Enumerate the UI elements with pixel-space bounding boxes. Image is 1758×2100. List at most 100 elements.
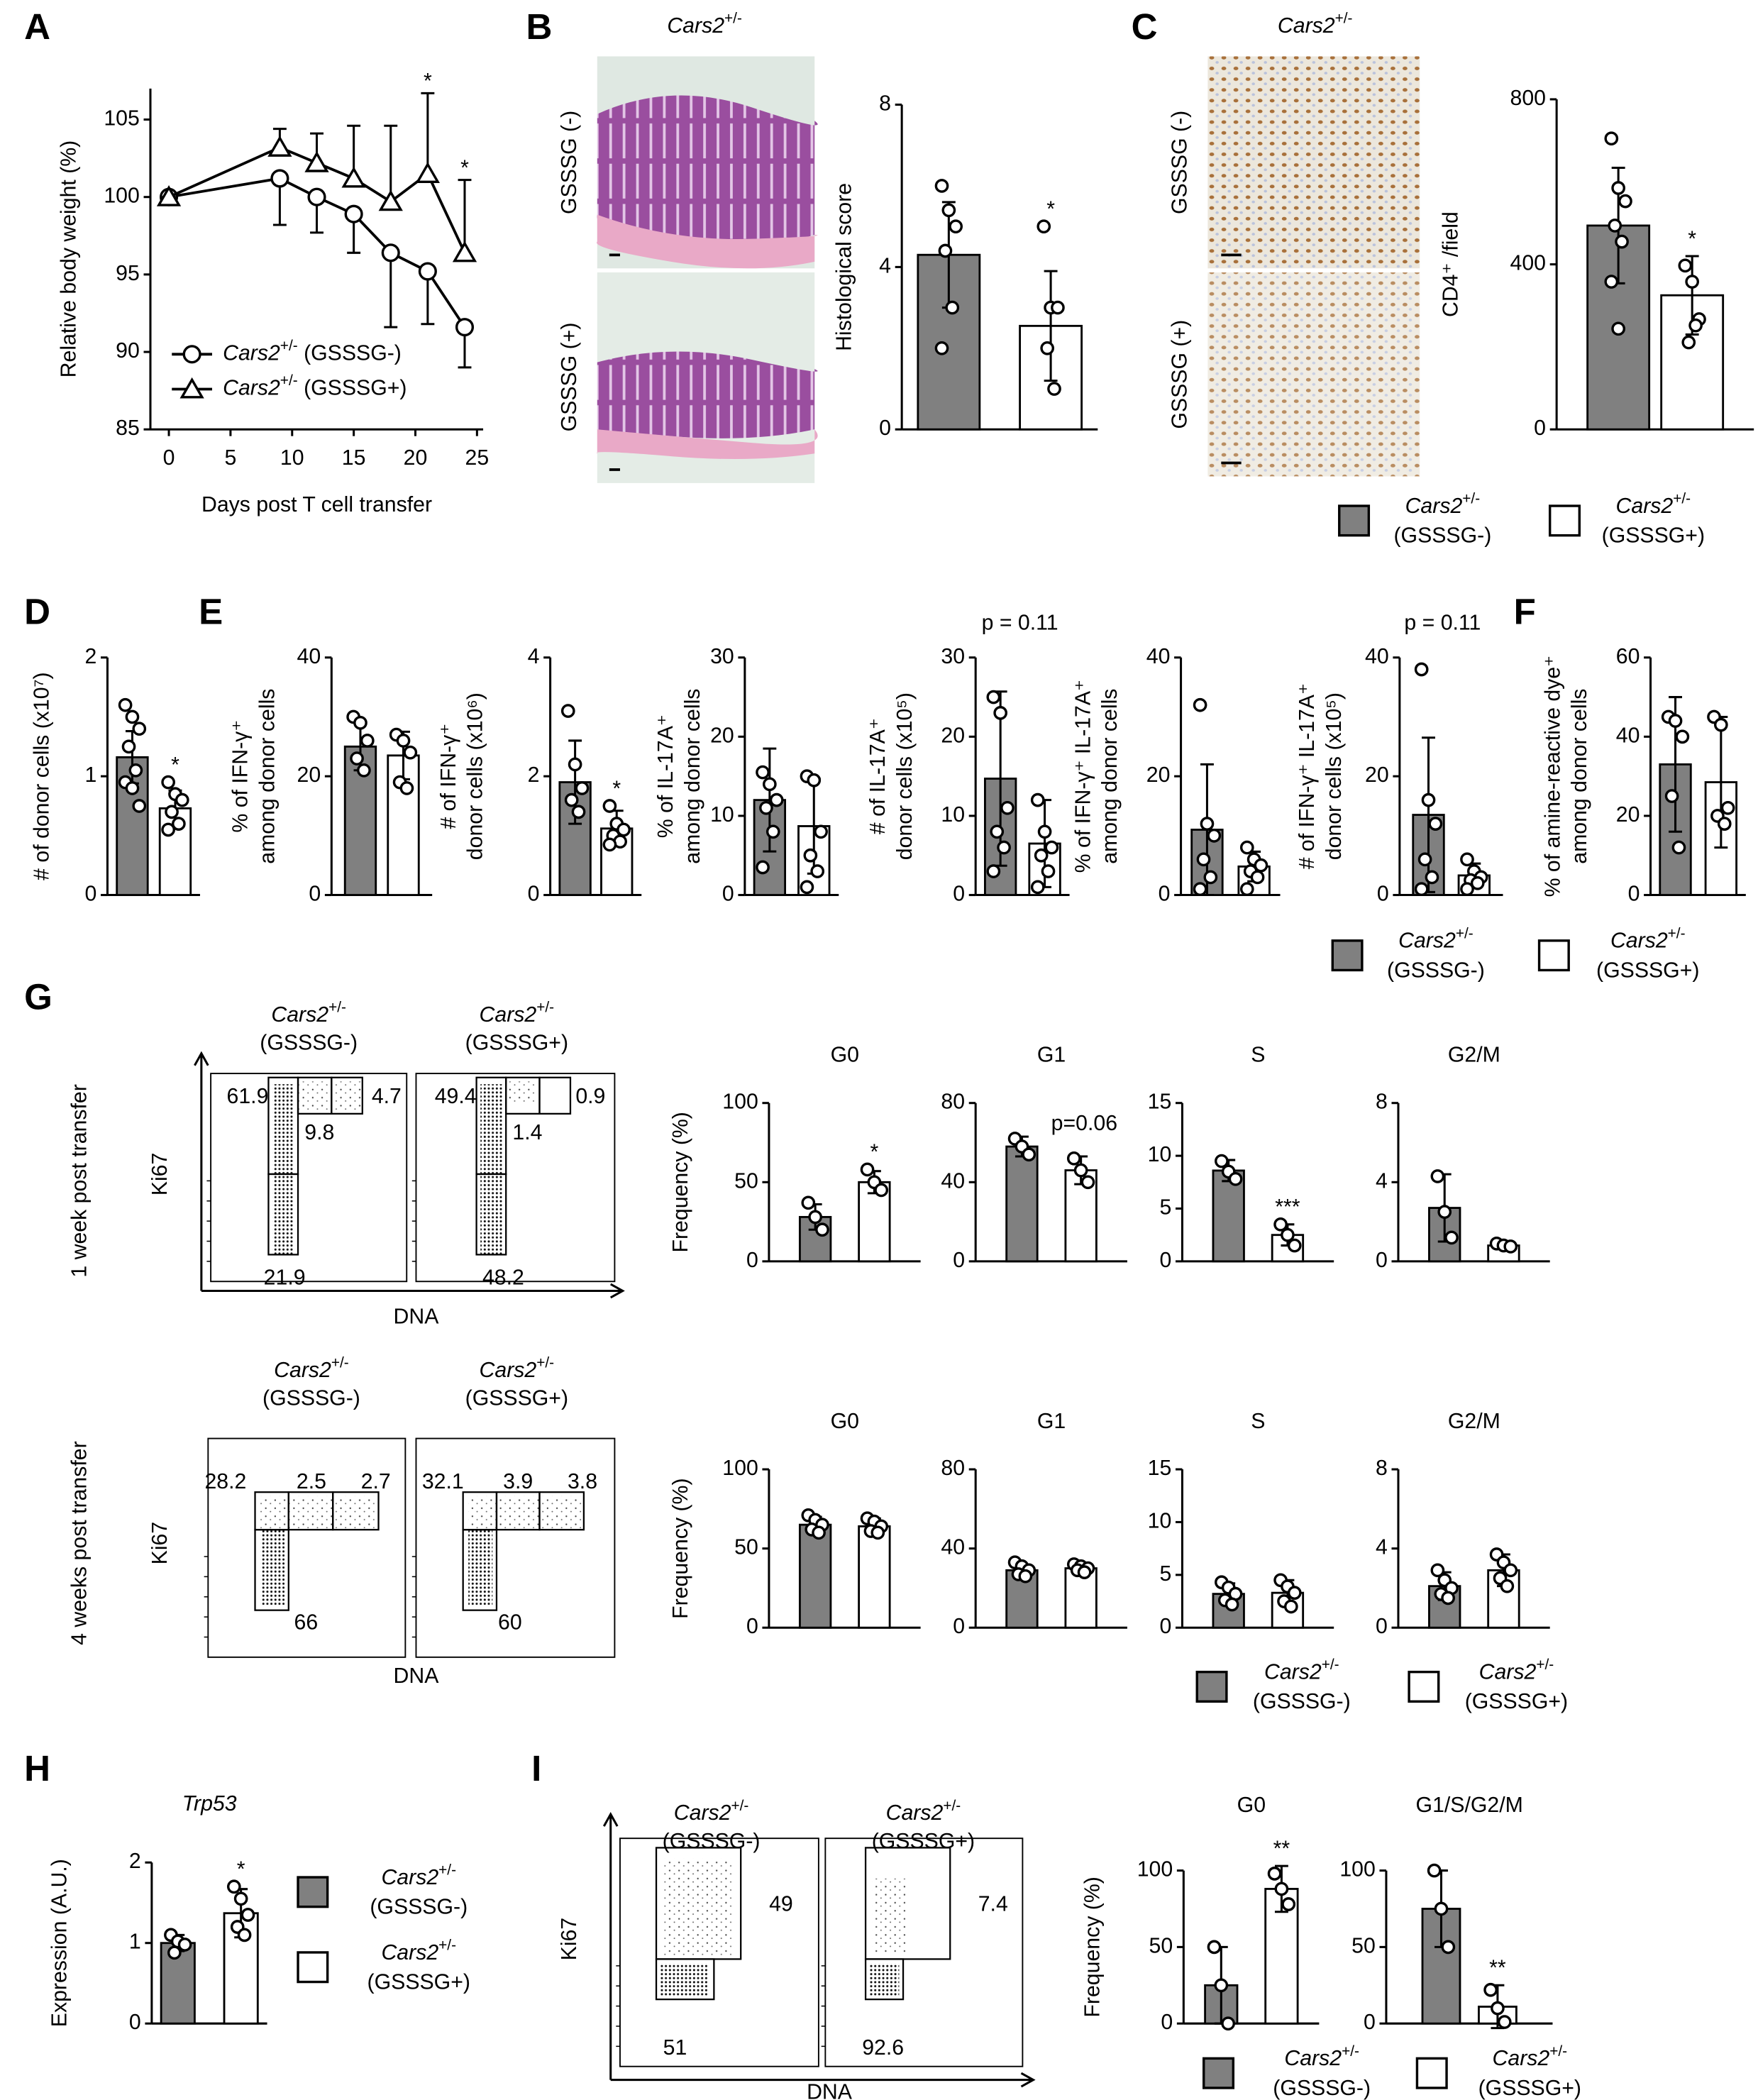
legend-label: (GSSSG+)	[1478, 2077, 1581, 2100]
gate	[538, 1491, 585, 1531]
data-point	[1421, 792, 1436, 807]
chart-title: S	[1251, 1044, 1265, 1067]
data-point	[1720, 800, 1735, 815]
data-point	[1193, 882, 1207, 897]
gate-label: 1.4	[512, 1121, 542, 1144]
data-point	[1500, 1579, 1515, 1593]
data-point	[1444, 1230, 1459, 1245]
image-row-label: GSSSG (-)	[1168, 111, 1192, 214]
data-point	[1034, 848, 1049, 863]
data-point	[161, 775, 175, 790]
significance: *	[1688, 227, 1696, 250]
legend-label: Cars2+/-	[1479, 1657, 1554, 1684]
y-tick-label: 10	[1148, 1509, 1172, 1532]
significance: **	[1273, 1837, 1290, 1860]
data-point	[1239, 840, 1254, 855]
data-point	[177, 1938, 192, 1952]
y-tick-label: 20	[710, 724, 734, 747]
data-point	[1414, 662, 1429, 677]
data-point	[172, 817, 186, 831]
data-point	[1215, 1154, 1229, 1168]
y-tick-label: 40	[941, 1169, 965, 1193]
y-tick-label: 50	[734, 1536, 758, 1559]
plot-title: Cars2+/-	[274, 1354, 349, 1382]
y-tick-label: 0	[1161, 2011, 1173, 2034]
legend-swatch	[1548, 504, 1581, 537]
data-point	[1203, 870, 1218, 885]
event-cloud	[298, 1081, 363, 1112]
plot-title: Cars2+/-	[480, 1354, 555, 1382]
data-point	[1671, 840, 1686, 855]
y-tick-label: 30	[710, 645, 734, 668]
y-tick-label: 50	[1149, 1934, 1173, 1957]
data-point	[1604, 275, 1619, 289]
chart-title: G2/M	[1448, 1410, 1500, 1433]
y-tick-label: 105	[104, 107, 139, 131]
y-tick-label: 5	[1159, 1562, 1171, 1586]
gate-label: 9.8	[304, 1121, 334, 1144]
data-point	[617, 822, 631, 837]
data-point	[1491, 2001, 1505, 2016]
y-tick-label: 100	[1339, 1858, 1375, 1881]
data-point	[1604, 131, 1619, 146]
significance: *	[460, 157, 469, 180]
data-point	[1287, 1586, 1302, 1600]
y-tick-label: 10	[1148, 1143, 1172, 1166]
note: p = 0.11	[1404, 611, 1481, 634]
y-tick-label: 2	[129, 1850, 141, 1873]
event-cloud	[260, 1530, 285, 1606]
y-tick-label: 15	[1148, 1457, 1172, 1480]
gate-label: 32.1	[422, 1470, 464, 1493]
gate	[267, 1076, 299, 1176]
data-point	[1221, 2016, 1235, 2031]
y-tick-label: 20	[1365, 763, 1389, 787]
data-point	[1460, 882, 1474, 897]
legend-label: (GSSSG+)	[1602, 524, 1705, 548]
data-point	[769, 792, 784, 807]
plot-title: (GSSSG+)	[872, 1830, 975, 1853]
legend-label: Cars2+/-	[1284, 2043, 1359, 2070]
y-axis-label: # of IFN-γ⁺	[437, 724, 460, 829]
data-point	[1066, 1151, 1081, 1166]
y-axis-label: Frequency (%)	[669, 1112, 692, 1252]
gate	[475, 1076, 507, 1176]
data-point	[941, 203, 956, 218]
y-tick-label: 40	[941, 1536, 965, 1559]
gate-label: 21.9	[264, 1266, 306, 1289]
panel-label: C	[1132, 6, 1158, 47]
data-point	[602, 837, 617, 852]
data-point	[1717, 817, 1732, 831]
legend-swatch	[1203, 2057, 1235, 2089]
data-point	[1037, 824, 1052, 839]
data-point	[1193, 697, 1207, 712]
y-tick-label: 4	[1376, 1169, 1388, 1193]
data-point	[571, 805, 586, 819]
x-tick-label: 25	[465, 446, 490, 470]
y-tick-label: 40	[1365, 645, 1389, 668]
data-point	[1196, 852, 1211, 867]
histology-image	[1207, 272, 1420, 477]
y-tick-label: 0	[1628, 883, 1640, 906]
data-point	[1250, 870, 1265, 885]
plot-title: (GSSSG-)	[262, 1387, 360, 1410]
x-axis-label: DNA	[807, 2081, 853, 2100]
data-point	[938, 243, 953, 258]
panel-label: D	[24, 592, 50, 632]
legend-label: Cars2+/-	[1616, 490, 1691, 518]
data-point	[1611, 321, 1625, 336]
data-point	[357, 763, 371, 778]
chart-title: G1	[1037, 1044, 1066, 1067]
chart-title: G2/M	[1448, 1044, 1500, 1067]
data-point	[1434, 1901, 1449, 1916]
data-point	[396, 734, 411, 748]
y-tick-label: 100	[722, 1090, 758, 1114]
data-point	[128, 763, 143, 778]
data-point	[125, 709, 140, 724]
legend-label: (GSSSG-)	[1387, 958, 1485, 982]
data-point	[986, 864, 1001, 878]
data-point	[360, 734, 375, 748]
y-tick-label: 90	[116, 339, 140, 363]
data-point	[1428, 817, 1443, 831]
data-point	[1441, 1940, 1456, 1955]
